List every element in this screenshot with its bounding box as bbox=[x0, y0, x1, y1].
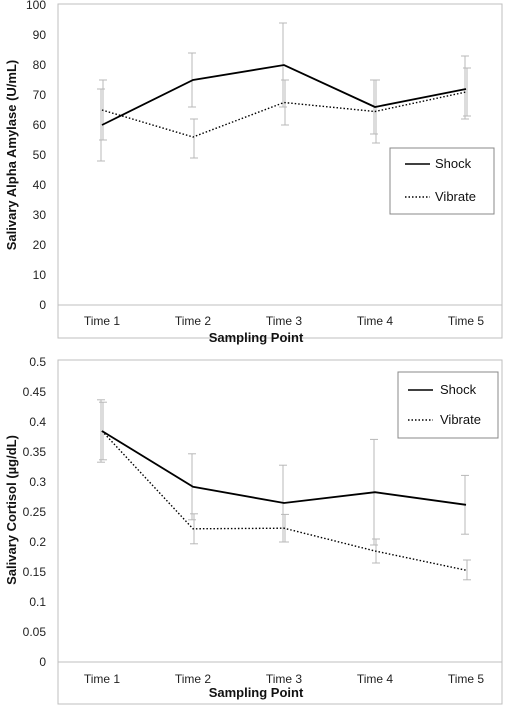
x-tick-label: Time 2 bbox=[175, 314, 212, 328]
x-axis-title: Sampling Point bbox=[209, 330, 304, 345]
y-tick-label: 0.3 bbox=[29, 475, 46, 489]
y-tick-label: 100 bbox=[26, 0, 46, 12]
series-line-vibrate bbox=[101, 430, 467, 571]
legend-box bbox=[389, 147, 495, 215]
legend-shock-label: Shock bbox=[435, 156, 472, 171]
series-lines bbox=[101, 64, 467, 138]
y-tick-label: 0.5 bbox=[29, 355, 46, 369]
y-tick-label: 0.25 bbox=[23, 505, 47, 519]
x-axis-title: Sampling Point bbox=[209, 685, 304, 700]
x-tick-labels: Time 1 Time 2 Time 3 Time 4 Time 5 bbox=[84, 672, 485, 686]
y-tick-label: 20 bbox=[33, 238, 47, 252]
y-tick-label: 0.15 bbox=[23, 565, 47, 579]
y-tick-label: 0.45 bbox=[23, 385, 47, 399]
y-tick-label: 10 bbox=[33, 268, 47, 282]
legend-shock-label: Shock bbox=[440, 382, 477, 397]
series-line-shock bbox=[101, 430, 467, 506]
y-tick-label: 0.4 bbox=[29, 415, 46, 429]
x-tick-label: Time 3 bbox=[266, 672, 303, 686]
y-tick-label: 40 bbox=[33, 178, 47, 192]
legend: Shock Vibrate bbox=[389, 147, 495, 215]
plot-frame bbox=[57, 359, 503, 705]
x-tick-label: Time 2 bbox=[175, 672, 212, 686]
error-bars bbox=[97, 22, 471, 162]
legend-vibrate-label: Vibrate bbox=[435, 189, 476, 204]
x-tick-labels: Time 1 Time 2 Time 3 Time 4 Time 5 bbox=[84, 314, 485, 328]
y-tick-label: 0.2 bbox=[29, 535, 46, 549]
y-axis-title: Salivary Cortisol (µg/dL) bbox=[4, 435, 19, 585]
y-tick-label: 0 bbox=[39, 655, 46, 669]
cortisol-chart: 0 0.05 0.1 0.15 0.2 0.25 0.3 0.35 0.4 0.45 0.5 Tim… bbox=[4, 355, 503, 705]
x-tick-label: Time 5 bbox=[448, 314, 485, 328]
plot-frame bbox=[57, 3, 503, 339]
legend-vibrate-label: Vibrate bbox=[440, 412, 481, 427]
x-tick-label: Time 4 bbox=[357, 314, 394, 328]
series-line-vibrate bbox=[101, 91, 467, 138]
y-tick-labels: 0 0.05 0.1 0.15 0.2 0.25 0.3 0.35 0.4 0.45 0.5 bbox=[23, 355, 47, 669]
x-tick-label: Time 1 bbox=[84, 314, 121, 328]
y-tick-label: 0 bbox=[39, 298, 46, 312]
y-tick-label: 80 bbox=[33, 58, 47, 72]
y-tick-label: 70 bbox=[33, 88, 47, 102]
legend: Shock Vibrate bbox=[397, 371, 499, 439]
y-tick-label: 0.05 bbox=[23, 625, 47, 639]
series-line-shock bbox=[101, 64, 467, 126]
series-lines bbox=[101, 430, 467, 571]
y-tick-label: 90 bbox=[33, 28, 47, 42]
y-tick-label: 60 bbox=[33, 118, 47, 132]
y-tick-label: 0.1 bbox=[29, 595, 46, 609]
y-tick-label: 30 bbox=[33, 208, 47, 222]
x-tick-label: Time 3 bbox=[266, 314, 303, 328]
legend-box bbox=[397, 371, 499, 439]
y-tick-label: 50 bbox=[33, 148, 47, 162]
x-tick-label: Time 5 bbox=[448, 672, 485, 686]
y-tick-labels: 0 10 20 30 40 50 60 70 80 90 100 bbox=[26, 0, 46, 312]
x-tick-label: Time 1 bbox=[84, 672, 121, 686]
x-tick-label: Time 4 bbox=[357, 672, 394, 686]
y-tick-label: 0.35 bbox=[23, 445, 47, 459]
y-axis-title: Salivary Alpha Amylase (U/mL) bbox=[4, 60, 19, 251]
